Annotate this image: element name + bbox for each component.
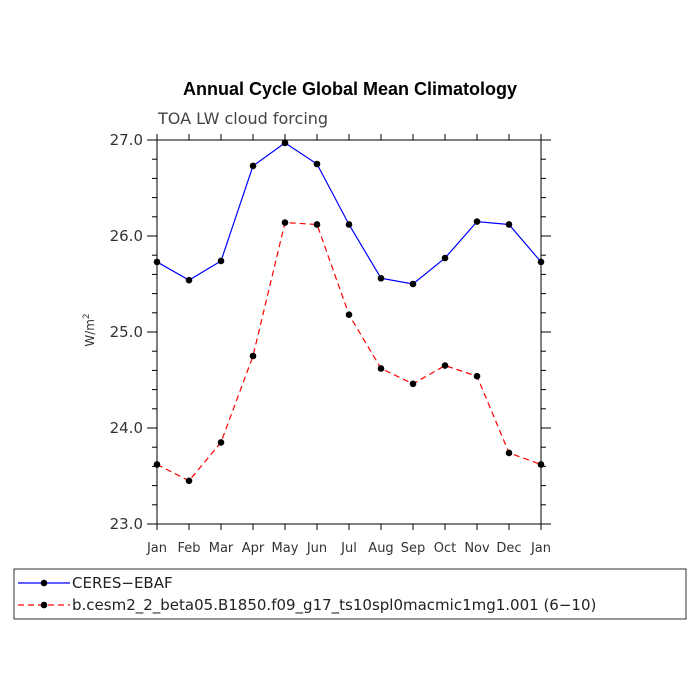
series-1-point (345, 221, 353, 228)
series-line-1 (156, 142, 542, 285)
series-2-point (473, 372, 481, 380)
y-axis-label: W/m2 (82, 313, 97, 346)
series-1-point (185, 276, 193, 284)
y-tick-label: 24.0 (110, 419, 143, 437)
y-axis-ticks: 23.0 24.0 25.0 26.0 27.0 (110, 131, 551, 533)
series-1-point (377, 274, 385, 282)
series-2-point (249, 352, 257, 360)
legend-box (13, 568, 687, 620)
series-2-point (409, 380, 417, 388)
chart-title: Annual Cycle Global Mean Climatology (183, 79, 517, 99)
x-tick-label: Jan (530, 541, 551, 556)
series-layer (153, 139, 545, 485)
y-tick-label: 25.0 (110, 323, 143, 341)
series-1-point (505, 221, 513, 228)
series-line-2 (156, 221, 542, 482)
x-tick-label: Nov (464, 541, 490, 556)
x-tick-label: Mar (209, 541, 234, 556)
legend: CERES−EBAF b.cesm2_2_beta05.B1850.f09_g17… (18, 574, 596, 615)
series-2-point (505, 449, 513, 457)
series-2-point (153, 461, 161, 468)
x-tick-label: Dec (496, 541, 521, 556)
legend-label-1: CERES−EBAF (72, 574, 173, 592)
y-tick-label: 27.0 (110, 131, 143, 149)
x-tick-label: Jun (306, 541, 327, 556)
legend-marker-2 (40, 601, 48, 609)
x-tick-label: May (272, 541, 299, 556)
series-1-point (537, 258, 545, 266)
series-2-point (185, 477, 193, 485)
series-2-point (537, 461, 545, 468)
legend-marker-1 (40, 579, 48, 587)
y-tick-label: 23.0 (110, 515, 143, 533)
x-axis-ticks: Jan Feb Mar Apr May Jun Jul Aug Sep Oct Nov Dec Jan (146, 134, 551, 556)
series-2-point (313, 221, 321, 228)
series-2-point (377, 365, 385, 372)
x-tick-label: Sep (401, 541, 426, 556)
y-axis-label-superscript: 2 (82, 313, 92, 319)
series-1-point (217, 257, 225, 265)
svg-text:W/m2: W/m2 (82, 313, 97, 346)
x-tick-label: Apr (242, 541, 265, 556)
series-1-point (313, 160, 321, 168)
x-tick-label: Jan (146, 541, 167, 556)
x-tick-label: Oct (434, 541, 456, 556)
series-2-point (345, 311, 353, 319)
series-2-point (441, 362, 449, 369)
x-tick-label: Feb (177, 541, 200, 556)
series-1-point (409, 280, 417, 288)
series-1-point (281, 139, 289, 147)
legend-label-2: b.cesm2_2_beta05.B1850.f09_g17_ts10spl0m… (72, 596, 596, 615)
series-1-point (249, 162, 257, 170)
series-2-point (281, 219, 289, 226)
y-axis-label-main: W/m (83, 319, 97, 347)
y-tick-label: 26.0 (110, 227, 143, 245)
x-tick-label: Aug (368, 541, 393, 556)
x-tick-label: Jul (340, 541, 357, 556)
series-1-point (441, 254, 449, 262)
series-1-point (473, 218, 481, 225)
series-1-point (153, 258, 161, 266)
chart-subtitle: TOA LW cloud forcing (157, 109, 328, 128)
plot-area-frame (156, 139, 542, 525)
series-2-point (217, 439, 225, 446)
